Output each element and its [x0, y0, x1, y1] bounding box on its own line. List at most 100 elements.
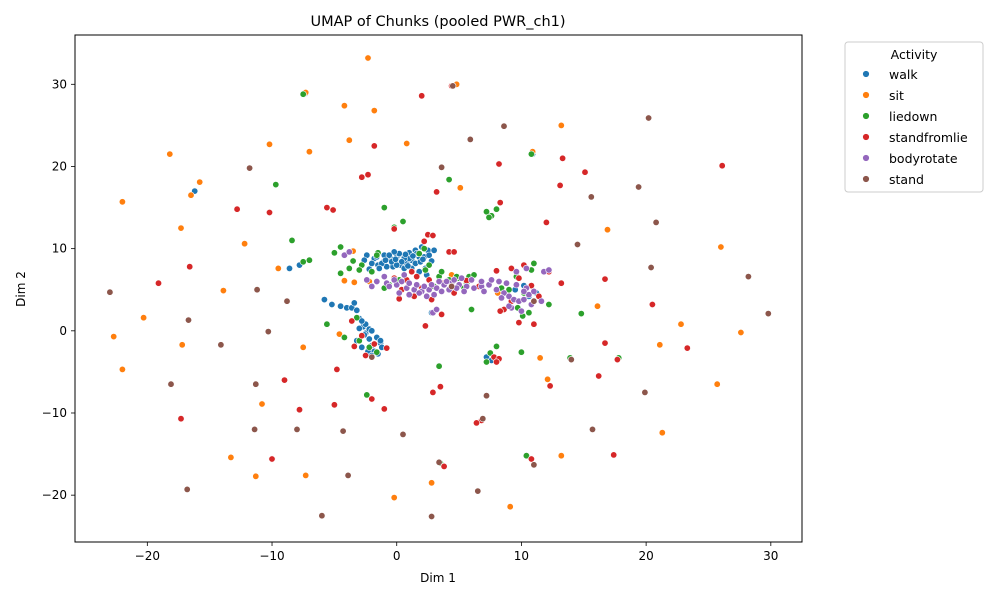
point-sit-27 [110, 333, 118, 341]
point-bodyrotate-23 [520, 296, 528, 304]
x-tick-label: −10 [259, 549, 284, 563]
point-sit-20 [274, 264, 282, 272]
legend-marker [862, 70, 870, 78]
point-sit-43 [390, 494, 398, 502]
legend-marker [862, 133, 870, 141]
point-standfromlie-5 [495, 160, 503, 168]
point-bodyrotate-48 [430, 291, 438, 299]
point-standfromlie-78 [440, 462, 448, 470]
point-standfromlie-8 [433, 188, 441, 196]
point-sit-14 [456, 184, 464, 192]
point-stand-34 [318, 512, 326, 520]
point-bodyrotate-39 [413, 281, 421, 289]
point-walk-76 [409, 252, 417, 260]
point-stand-19 [567, 356, 575, 364]
point-bodyrotate-34 [450, 276, 458, 284]
x-tick-label: −20 [135, 549, 160, 563]
point-standfromlie-62 [613, 356, 621, 364]
point-liedown-45 [530, 259, 538, 267]
point-sit-25 [140, 314, 148, 322]
legend-box [844, 41, 984, 193]
point-bodyrotate-47 [423, 292, 431, 300]
point-standfromlie-73 [177, 415, 185, 423]
point-walk-70 [404, 262, 412, 270]
point-liedown-27 [421, 266, 429, 274]
point-standfromlie-63 [595, 372, 603, 380]
point-standfromlie-65 [436, 383, 444, 391]
point-liedown-59 [492, 342, 500, 350]
legend-label: sit [889, 88, 904, 103]
point-liedown-58 [482, 358, 490, 366]
point-walk-5 [328, 300, 336, 308]
point-stand-5 [438, 163, 446, 171]
point-liedown-4 [380, 204, 388, 212]
point-standfromlie-52 [370, 340, 378, 348]
legend-item-liedown: liedown [862, 109, 937, 124]
point-bodyrotate-45 [405, 291, 413, 299]
legend-label: bodyrotate [889, 151, 958, 166]
point-stand-31 [183, 485, 191, 493]
legend-item-walk: walk [862, 67, 918, 82]
point-stand-15 [764, 310, 772, 318]
series-bodyrotate [340, 248, 553, 317]
point-walk-67 [425, 251, 433, 259]
point-stand-30 [530, 461, 538, 469]
point-bodyrotate-66 [460, 287, 468, 295]
point-stand-36 [530, 297, 538, 305]
point-liedown-20 [337, 269, 345, 277]
point-sit-41 [302, 471, 310, 479]
x-tick-label: 30 [763, 549, 778, 563]
point-liedown-25 [415, 250, 423, 258]
point-walk-58 [375, 264, 383, 272]
points-layer [106, 54, 772, 520]
point-stand-11 [744, 273, 752, 281]
x-tick-label: 0 [393, 549, 401, 563]
point-bodyrotate-24 [525, 291, 533, 299]
point-standfromlie-51 [358, 332, 366, 340]
legend-marker [862, 175, 870, 183]
point-standfromlie-37 [438, 310, 446, 318]
y-tick-label: −10 [42, 406, 67, 420]
point-walk-89 [350, 299, 358, 307]
point-liedown-15 [305, 256, 313, 264]
point-stand-3 [466, 135, 474, 143]
point-stand-18 [217, 341, 225, 349]
point-sit-23 [219, 287, 227, 295]
point-standfromlie-53 [383, 344, 391, 352]
point-stand-0 [449, 82, 457, 90]
point-liedown-57 [363, 391, 371, 399]
point-standfromlie-41 [515, 274, 523, 282]
x-axis: −20 −10 0 10 20 30 [135, 542, 778, 563]
point-liedown-11 [288, 236, 296, 244]
point-standfromlie-60 [546, 382, 554, 390]
plot-frame [74, 34, 803, 543]
point-standfromlie-4 [581, 168, 589, 176]
point-sit-4 [370, 107, 378, 115]
point-bodyrotate-10 [433, 284, 441, 292]
point-stand-28 [399, 430, 407, 438]
point-walk-88 [376, 337, 384, 345]
point-liedown-53 [340, 333, 348, 341]
point-standfromlie-77 [527, 455, 535, 463]
point-liedown-50 [467, 305, 475, 313]
point-bodyrotate-67 [380, 273, 388, 281]
point-liedown-22 [368, 268, 376, 276]
point-sit-13 [187, 191, 195, 199]
point-walk-77 [419, 255, 427, 263]
point-walk-9 [353, 306, 361, 314]
point-liedown-0 [299, 90, 307, 98]
point-bodyrotate-62 [497, 294, 505, 302]
point-sit-9 [305, 148, 313, 156]
point-liedown-56 [373, 348, 381, 356]
point-liedown-60 [517, 348, 525, 356]
point-walk-23 [355, 324, 363, 332]
point-bodyrotate-46 [415, 289, 423, 297]
point-bodyrotate-49 [438, 287, 446, 295]
point-walk-26 [358, 343, 366, 351]
point-standfromlie-22 [186, 263, 194, 271]
point-stand-2 [500, 122, 508, 130]
point-stand-33 [344, 471, 352, 479]
legend-items: walk sit liedown standfromlie bodyrotate stan… [862, 67, 968, 187]
point-standfromlie-54 [362, 351, 370, 359]
point-liedown-16 [349, 257, 357, 265]
